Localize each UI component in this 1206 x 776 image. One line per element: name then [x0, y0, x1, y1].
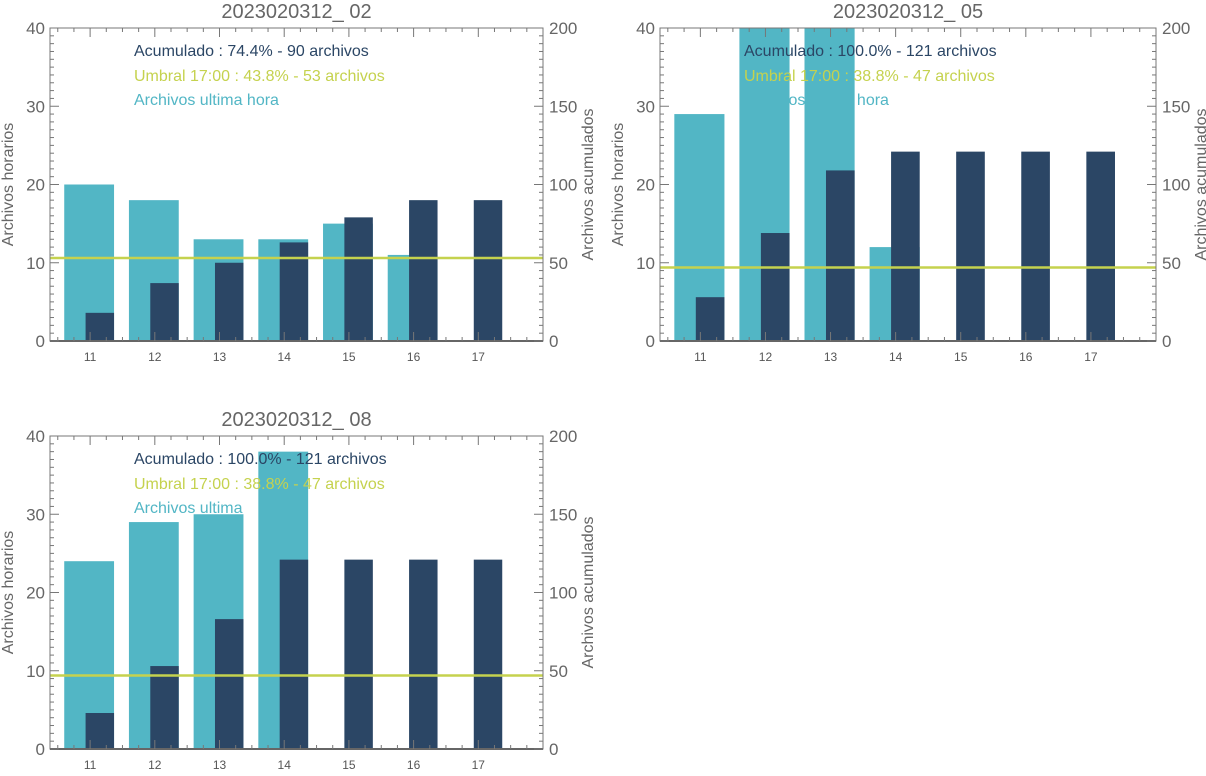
chart-title: 2023020312_ 02 — [221, 1, 371, 23]
x-tick-label: 16 — [1019, 350, 1033, 364]
cumulative-bar-16 — [409, 559, 438, 749]
x-tick-label: 14 — [278, 758, 292, 771]
chart-title: 2023020312_ 08 — [221, 409, 371, 431]
y2-tick-label: 200 — [549, 427, 577, 446]
chart-panel-1: 2023020312_ 02 Archivos ultima hora Acumul… — [0, 1, 597, 364]
cumulative-bar-13 — [214, 262, 244, 341]
legend-hourly: Archivos ultima hora — [134, 92, 279, 109]
cumulative-bar-13 — [825, 170, 855, 341]
x-tick-label: 14 — [889, 350, 903, 364]
y-tick-label: 20 — [636, 176, 655, 195]
legend-hourly: Archivos ultima — [134, 500, 243, 517]
chart-title: 2023020312_ 05 — [833, 1, 983, 23]
y2-tick-label: 200 — [1162, 19, 1190, 38]
cumulative-bar-14 — [279, 559, 309, 749]
y-axis-title: Archivos horarios — [610, 123, 627, 247]
y-tick-label: 30 — [636, 97, 655, 116]
y-tick-label: 20 — [26, 176, 45, 195]
x-tick-label: 11 — [84, 350, 97, 364]
y2-tick-label: 0 — [549, 332, 558, 351]
legend-cumulative: Acumulado : 100.0% - 121 archivos — [744, 43, 997, 60]
x-tick-label: 15 — [342, 350, 356, 364]
cumulative-bar-12 — [760, 233, 790, 341]
x-tick-label: 12 — [148, 350, 162, 364]
x-tick-label: 12 — [148, 758, 162, 771]
chart-panel-3: 2023020312_ 08 Archivos ultima Acumulado :… — [0, 409, 597, 772]
x-tick-label: 11 — [694, 350, 707, 364]
y-tick-label: 0 — [36, 332, 45, 351]
x-tick-label: 13 — [824, 350, 838, 364]
y2-axis-title: Archivos acumulados — [580, 516, 597, 668]
x-tick-label: 14 — [278, 350, 292, 364]
legend-threshold: Umbral 17:00 : 38.8% - 47 archivos — [744, 68, 995, 85]
y2-tick-label: 0 — [1162, 332, 1171, 351]
y2-axis-title: Archivos acumulados — [1193, 108, 1206, 260]
cumulative-bar-16 — [409, 200, 438, 341]
cumulative-bar-15 — [344, 217, 373, 341]
y-tick-label: 40 — [26, 19, 45, 38]
cumulative-bar-14 — [891, 151, 920, 341]
x-tick-label: 15 — [342, 758, 356, 771]
legend-threshold: Umbral 17:00 : 43.8% - 53 archivos — [134, 68, 385, 85]
y-tick-label: 0 — [646, 332, 655, 351]
y-tick-label: 0 — [36, 740, 45, 759]
y2-tick-label: 150 — [1162, 97, 1190, 116]
x-tick-label: 16 — [407, 758, 421, 771]
cumulative-bar-12 — [150, 666, 179, 749]
x-tick-label: 13 — [213, 350, 227, 364]
x-tick-label: 12 — [759, 350, 773, 364]
y2-tick-label: 50 — [549, 662, 568, 681]
x-tick-label: 11 — [84, 758, 97, 771]
y2-tick-label: 100 — [549, 176, 577, 195]
y-tick-label: 20 — [26, 584, 45, 603]
legend-threshold: Umbral 17:00 : 38.8% - 47 archivos — [134, 476, 385, 493]
y-tick-label: 10 — [26, 662, 45, 681]
cumulative-bar-17 — [1086, 151, 1115, 341]
cumulative-bar-15 — [344, 559, 373, 749]
legend-cumulative: Acumulado : 74.4% - 90 archivos — [134, 43, 369, 60]
y-axis-title: Archivos horarios — [0, 531, 17, 655]
y2-tick-label: 200 — [549, 19, 577, 38]
cumulative-bar-13 — [214, 619, 244, 749]
x-tick-label: 16 — [407, 350, 421, 364]
y2-tick-label: 100 — [1162, 176, 1190, 195]
y2-tick-label: 50 — [1162, 254, 1181, 273]
y-axis-title: Archivos horarios — [0, 123, 17, 247]
y-tick-label: 40 — [26, 427, 45, 446]
y2-axis-title: Archivos acumulados — [580, 108, 597, 260]
cumulative-bar-16 — [1021, 151, 1050, 341]
y-tick-label: 30 — [26, 505, 45, 524]
x-tick-label: 13 — [213, 758, 227, 771]
chart-panel-2: 2023020312_ 05Archivos ultima horaAcumul… — [610, 1, 1206, 364]
y2-tick-label: 150 — [549, 97, 577, 116]
x-tick-label: 15 — [954, 350, 968, 364]
y-tick-label: 10 — [26, 254, 45, 273]
x-tick-label: 17 — [472, 350, 486, 364]
x-tick-label: 17 — [472, 758, 486, 771]
cumulative-bar-15 — [956, 151, 985, 341]
y-tick-label: 30 — [26, 97, 45, 116]
y2-tick-label: 50 — [549, 254, 568, 273]
cumulative-bar-17 — [473, 200, 503, 341]
y-tick-label: 40 — [636, 19, 655, 38]
y2-tick-label: 150 — [549, 505, 577, 524]
y2-tick-label: 100 — [549, 584, 577, 603]
y-tick-label: 10 — [636, 254, 655, 273]
y2-tick-label: 0 — [549, 740, 558, 759]
cumulative-bar-12 — [150, 283, 179, 341]
x-tick-label: 17 — [1084, 350, 1098, 364]
cumulative-bar-17 — [473, 559, 503, 749]
legend-cumulative: Acumulado : 100.0% - 121 archivos — [134, 451, 387, 468]
